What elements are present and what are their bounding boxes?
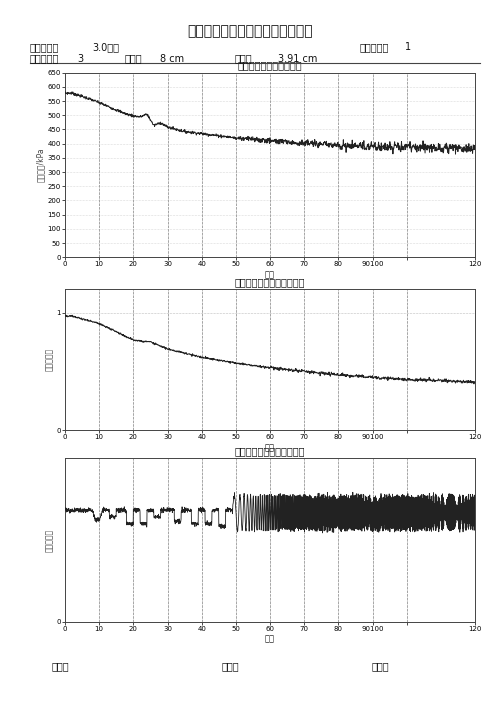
Text: 3: 3 xyxy=(78,54,84,63)
X-axis label: 振次: 振次 xyxy=(265,270,275,279)
X-axis label: 振次: 振次 xyxy=(265,443,275,452)
Title: 液化压力比与振次关系曲线: 液化压力比与振次关系曲线 xyxy=(235,277,305,287)
Text: 3.0应变: 3.0应变 xyxy=(92,42,120,52)
Text: 高度：: 高度： xyxy=(125,54,142,63)
Text: 振动三轴压缩动强度试验曲线报告: 振动三轴压缩动强度试验曲线报告 xyxy=(187,25,313,39)
Text: 工程名称：: 工程名称： xyxy=(30,42,60,52)
Text: 3.91 cm: 3.91 cm xyxy=(278,54,317,63)
Text: 1: 1 xyxy=(405,42,411,52)
Text: 试件级数：: 试件级数： xyxy=(30,54,60,63)
Y-axis label: 动剪应力/kPa: 动剪应力/kPa xyxy=(36,147,44,183)
Text: 试验人: 试验人 xyxy=(51,661,69,671)
Y-axis label: 孔隙压力比: 孔隙压力比 xyxy=(44,529,54,551)
Title: 动剪应力与振次关系曲线: 动剪应力与振次关系曲线 xyxy=(238,61,302,70)
Text: 直径：: 直径： xyxy=(235,54,252,63)
Text: 试件名称：: 试件名称： xyxy=(360,42,390,52)
Title: 孔隙压力比与振次关系曲线: 孔隙压力比与振次关系曲线 xyxy=(235,446,305,456)
Text: 审核人: 审核人 xyxy=(221,661,239,671)
Y-axis label: 液化压力比: 液化压力比 xyxy=(44,348,54,371)
Text: 批准人: 批准人 xyxy=(371,661,389,671)
X-axis label: 振次: 振次 xyxy=(265,634,275,644)
Text: 8 cm: 8 cm xyxy=(160,54,184,63)
